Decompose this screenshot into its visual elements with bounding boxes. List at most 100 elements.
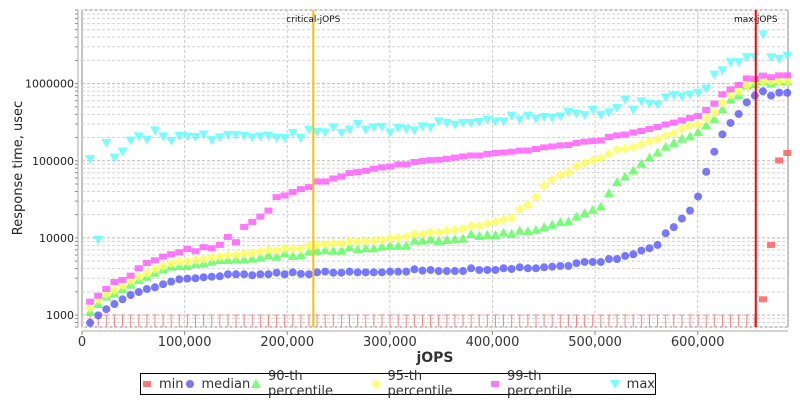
data-point [645,126,654,133]
data-point [483,265,492,274]
data-point [158,132,169,142]
data-point [402,267,411,276]
data-point [255,132,266,142]
data-point [320,128,331,138]
data-point [588,257,597,266]
data-point [280,192,289,199]
data-point [401,231,412,242]
data-point [709,70,720,80]
data-point [669,119,678,126]
data-point [693,88,704,98]
data-point [142,284,151,293]
data-point [442,267,451,276]
legend-marker [251,379,262,388]
data-point [742,75,751,82]
data-point [612,177,623,187]
data-point [344,242,355,252]
data-point [621,131,630,138]
data-point [313,178,322,185]
data-point [579,208,590,218]
data-point [449,224,460,235]
data-point [694,192,703,201]
data-point [701,120,712,130]
data-point [175,275,184,284]
data-point [149,264,160,275]
data-point [660,141,671,151]
data-point [467,152,476,159]
data-point [767,241,776,248]
data-point [361,167,370,174]
data-point [336,238,347,249]
data-point [564,142,573,149]
data-point [483,150,492,157]
data-point [507,148,516,155]
data-point [458,223,469,234]
data-point [774,76,785,87]
data-point [126,272,135,279]
data-point [394,267,403,276]
data-point [401,240,412,250]
data-point [741,53,752,63]
data-point [206,252,217,263]
data-point [522,111,533,121]
data-point [579,110,590,120]
data-point [498,227,509,237]
data-point [742,98,751,107]
data-point [775,157,784,164]
data-point [718,91,727,98]
data-point [661,229,670,238]
data-point [223,233,232,240]
data-point [621,251,630,260]
data-point [141,268,152,279]
data-point [466,229,477,239]
data-point [685,131,696,141]
x-tick-label: 300,000 [363,335,417,350]
data-point [660,130,671,141]
data-point [441,234,452,244]
data-point [191,274,200,283]
data-point [385,233,396,244]
data-point [514,115,525,125]
data-point [669,223,678,232]
data-point [547,174,558,185]
data-point [86,318,95,327]
data-point [426,157,435,164]
data-point [255,252,266,262]
data-point [588,138,597,145]
data-point [386,267,395,276]
data-point [425,123,436,133]
data-point [506,111,517,121]
data-point [303,246,314,256]
data-point [167,251,176,258]
data-point [295,250,306,260]
data-point [563,216,574,226]
data-point [231,250,242,261]
data-point [628,105,639,115]
data-point [303,240,314,251]
data-point [110,300,119,309]
data-point [409,228,420,239]
data-point [733,85,744,96]
data-point [603,108,614,118]
data-point [304,270,313,279]
data-point [125,136,136,146]
data-point [467,264,476,273]
data-point [490,217,501,228]
data-point [159,280,168,289]
data-point [629,250,638,259]
data-point [660,93,671,103]
data-point [175,249,184,256]
data-point [376,234,387,245]
data-point [636,139,647,150]
data-point [782,51,793,61]
data-point [118,295,127,304]
legend-marker-icon [185,380,194,388]
data-point [369,165,378,172]
data-point [222,130,233,140]
data-point [668,91,679,101]
data-point [466,220,477,231]
x-tick-label: 0 [78,335,86,350]
data-point [644,136,655,147]
data-point [312,245,323,255]
